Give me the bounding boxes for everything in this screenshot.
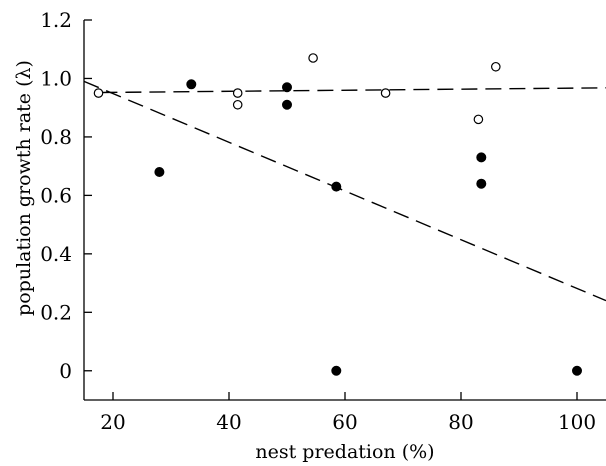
x-tick-label: 80 — [448, 410, 473, 434]
y-tick-label: 1.0 — [40, 66, 72, 90]
y-tick-label: 1.2 — [40, 8, 72, 32]
x-axis-title: nest predation (%) — [255, 441, 434, 463]
open-point — [232, 88, 243, 98]
open-point — [473, 114, 484, 125]
filled-point — [282, 82, 293, 93]
y-axis-title: population growth rate (λ) — [13, 60, 35, 316]
x-tick-label: 100 — [558, 410, 596, 434]
trend-lines — [83, 80, 606, 302]
filled-point — [331, 365, 342, 376]
trend-line-open — [101, 87, 606, 94]
open-point — [93, 88, 104, 98]
x-tick-label: 60 — [332, 410, 357, 434]
x-tick-label: 20 — [100, 410, 125, 434]
open-point — [232, 99, 243, 110]
open-point — [308, 53, 318, 63]
open-point — [490, 61, 501, 72]
y-tick-label: 0.4 — [40, 242, 72, 266]
open-point — [380, 88, 391, 98]
filled-point — [282, 99, 293, 110]
y-tick-label: 0.2 — [40, 300, 72, 324]
filled-point — [186, 79, 197, 90]
filled-point — [154, 167, 165, 178]
y-tick-label: 0.6 — [40, 183, 72, 207]
filled-point — [476, 178, 487, 189]
y-tick-label: 0 — [59, 359, 72, 383]
axes: 0 0.2 0.4 0.6 0.8 1.0 1.2 20 40 60 80 100 — [40, 8, 606, 434]
x-tick-label: 40 — [216, 410, 241, 434]
y-tick-label: 0.8 — [40, 125, 72, 149]
trend-line-filled — [83, 80, 606, 302]
filled-point — [571, 365, 582, 376]
filled-point — [331, 181, 342, 192]
data-points — [93, 53, 582, 376]
filled-point — [476, 152, 487, 163]
